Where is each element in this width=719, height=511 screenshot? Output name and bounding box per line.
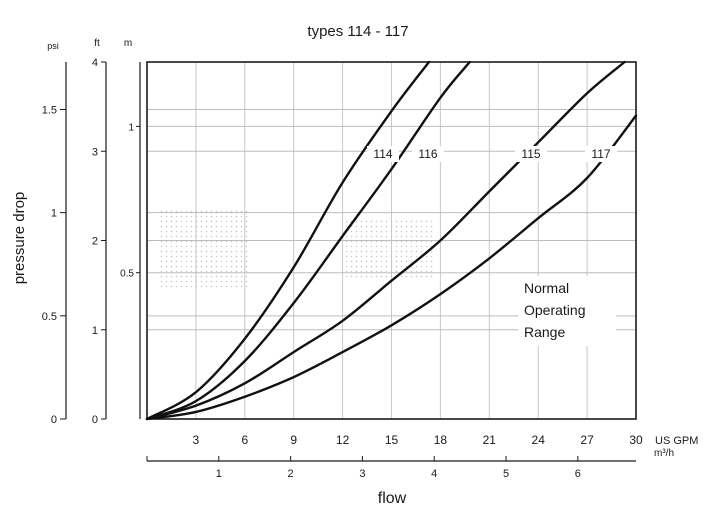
stipple-zone-left [158,209,249,290]
tick-label-ft: 3 [92,146,98,158]
tick-label-psi: 1.5 [42,104,57,116]
tick-label-gpm: 3 [193,433,200,447]
tick-label-psi: 1 [51,208,57,220]
series-label-bg [585,146,617,162]
tick-label-gpm: 18 [434,433,448,447]
tick-label-gpm: 27 [580,433,594,447]
tick-label-gpm: 15 [385,433,399,447]
plot-frame [146,61,637,420]
axis-unit-psi: psi [47,41,59,51]
tick-label-ft: 4 [92,57,98,69]
x-axis-title: flow [378,490,407,507]
series-line-117 [145,114,638,421]
range-label-line-3: Range [524,324,565,340]
series-label-115: 115 [521,147,540,161]
tick-label-m3h: 4 [431,468,437,480]
tick-label-m3h: 6 [575,468,581,480]
tick-label-gpm: 6 [241,433,248,447]
series-line-116 [145,60,471,421]
tick-label-ft: 2 [92,236,98,248]
series-layer: 114 116 115 117 [145,60,638,421]
series-label-117: 117 [591,147,610,161]
series-label-bg [515,146,547,162]
y-axis-title: pressure drop [11,192,28,285]
tick-label-m3h: 2 [288,468,294,480]
axis-unit-m: m [124,38,132,49]
normal-operating-range-label: Normal Operating Range [518,276,616,346]
tick-label-m: 0.5 [120,269,134,280]
stipple-zone-right [345,218,434,281]
tick-label-ft: 0 [92,414,98,426]
axis-unit-ft: ft [94,38,100,49]
tick-label-m3h: 1 [216,468,222,480]
tick-label-gpm: 12 [336,433,350,447]
series-line-114 [145,60,431,421]
tick-label-gpm: 9 [290,433,297,447]
tick-label-m: 1 [128,122,134,133]
m3h-axis-unit: m³/h [654,448,674,459]
series-label-116: 116 [418,147,437,161]
plot-area [60,61,637,462]
chart-title: types 114 - 117 [307,23,408,40]
tick-label-psi: 0.5 [42,311,57,323]
tick-label-ft: 1 [92,325,98,337]
series-label-114: 114 [373,147,392,161]
tick-label-m3h: 3 [359,468,365,480]
series-label-bg [412,146,444,162]
tick-label-m3h: 5 [503,468,509,480]
tick-label-gpm: 24 [532,433,546,447]
gpm-axis-unit: US GPM [655,435,698,447]
series-line-115 [145,60,626,421]
tick-label-psi: 0 [51,414,57,426]
tick-label-gpm: 21 [483,433,497,447]
range-label-line-1: Normal [524,280,569,296]
series-label-bg [367,146,399,162]
range-label-line-2: Operating [524,302,585,318]
tick-label-gpm: 30 [629,433,643,447]
